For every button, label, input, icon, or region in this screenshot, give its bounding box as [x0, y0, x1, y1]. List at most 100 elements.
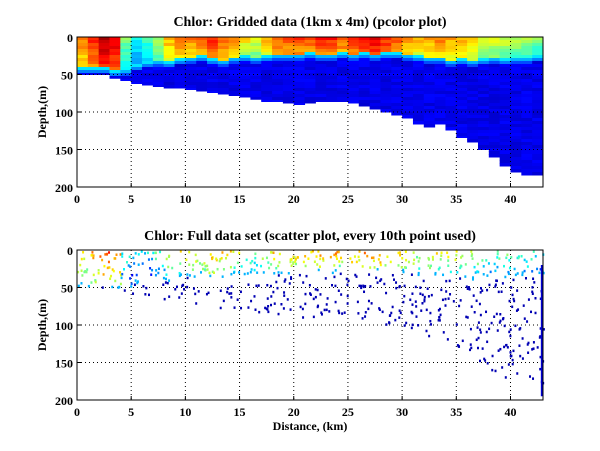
heatmap-cell	[174, 64, 186, 68]
scatter-point	[130, 282, 133, 285]
scatter-point	[319, 257, 322, 261]
heatmap-cell	[207, 37, 219, 41]
scatter-point	[506, 253, 509, 257]
scatter-point	[305, 274, 308, 278]
heatmap-cell	[380, 43, 392, 47]
scatter-point	[273, 302, 276, 305]
scatter-point	[515, 309, 518, 312]
scatter-point	[179, 262, 182, 265]
heatmap-cell	[510, 127, 522, 131]
heatmap-cell	[467, 64, 479, 68]
scatter-point	[518, 344, 521, 347]
heatmap-cell	[217, 70, 230, 74]
heatmap-cell	[380, 97, 392, 101]
heatmap-cell	[445, 37, 457, 41]
heatmap-cell	[532, 172, 544, 176]
heatmap-cell	[402, 97, 414, 101]
heatmap-cell	[521, 97, 533, 101]
heatmap-cell	[456, 37, 468, 41]
heatmap-cell	[467, 109, 479, 113]
scatter-point	[240, 265, 243, 268]
scatter-point	[165, 257, 168, 261]
heatmap-cell	[337, 100, 349, 102]
heatmap-cell	[98, 37, 111, 41]
heatmap-cell	[293, 52, 306, 56]
scatter-point	[211, 270, 214, 274]
scatter-point	[464, 263, 467, 266]
heatmap-cell	[77, 55, 89, 59]
scatter-point	[461, 339, 464, 343]
heatmap-cell	[477, 136, 490, 140]
scatter-point	[512, 278, 515, 282]
scatter-point	[516, 372, 519, 375]
heatmap-cell	[521, 148, 533, 152]
scatter-point	[539, 327, 542, 330]
heatmap-cell	[282, 52, 295, 56]
scatter-point	[77, 284, 80, 288]
scatter-point	[479, 313, 482, 317]
scatter-point	[230, 296, 233, 299]
heatmap-cell	[445, 79, 457, 83]
heatmap-cell	[477, 115, 490, 119]
heatmap-cell	[521, 118, 533, 122]
scatter-point	[192, 263, 195, 267]
scatter-point	[380, 278, 383, 281]
scatter-point	[130, 285, 133, 288]
heatmap-cell	[467, 100, 479, 104]
heatmap-cell	[456, 61, 468, 65]
heatmap-cell	[304, 55, 316, 59]
heatmap-cell	[250, 97, 262, 100]
heatmap-cell	[412, 79, 425, 83]
scatter-point	[517, 256, 520, 260]
heatmap-cell	[304, 67, 316, 71]
heatmap-cell	[261, 79, 273, 83]
heatmap-cell	[521, 127, 533, 131]
scatter-point	[219, 258, 222, 261]
scatter-point	[141, 262, 144, 265]
heatmap-cell	[77, 58, 89, 62]
heatmap-cell	[142, 49, 154, 53]
scatter-point	[447, 264, 450, 267]
scatter-point	[413, 258, 416, 262]
heatmap-cell	[337, 91, 349, 95]
heatmap-cell	[532, 79, 544, 83]
scatter-point	[114, 257, 117, 260]
heatmap-cell	[196, 70, 208, 74]
scatter-point	[385, 323, 388, 326]
heatmap-cell	[109, 64, 121, 68]
heatmap-cell	[152, 76, 165, 80]
scatter-point	[460, 265, 463, 268]
scatter-point	[147, 293, 150, 297]
scatter-point	[445, 279, 448, 283]
scatter-point	[398, 316, 401, 319]
scatter-point	[289, 258, 292, 261]
heatmap-cell	[163, 85, 176, 89]
heatmap-cell	[477, 91, 490, 95]
scatter-point	[508, 299, 511, 303]
scatter-point	[482, 265, 485, 268]
heatmap-cell	[261, 85, 273, 89]
heatmap-cell	[304, 97, 316, 101]
scatter-point	[229, 265, 232, 269]
heatmap-cell	[434, 115, 446, 119]
scatter-point	[283, 280, 286, 283]
heatmap-cell	[488, 70, 501, 74]
scatter-point	[429, 311, 432, 315]
scatter-point	[524, 276, 527, 280]
heatmap-cell	[402, 76, 414, 80]
heatmap-cell	[499, 100, 511, 104]
heatmap-cell	[467, 94, 479, 98]
scatter-point	[262, 271, 265, 274]
bot-x-tick-label: 0	[74, 405, 80, 419]
heatmap-cell	[532, 169, 544, 173]
heatmap-cell	[358, 61, 371, 65]
scatter-point	[493, 262, 496, 266]
heatmap-cell	[499, 40, 511, 44]
heatmap-cell	[510, 55, 522, 59]
heatmap-cell	[532, 82, 544, 86]
heatmap-cell	[196, 76, 208, 80]
heatmap-cell	[499, 67, 511, 71]
heatmap-cell	[391, 94, 403, 98]
heatmap-cell	[239, 85, 251, 89]
heatmap-cell	[239, 52, 251, 56]
